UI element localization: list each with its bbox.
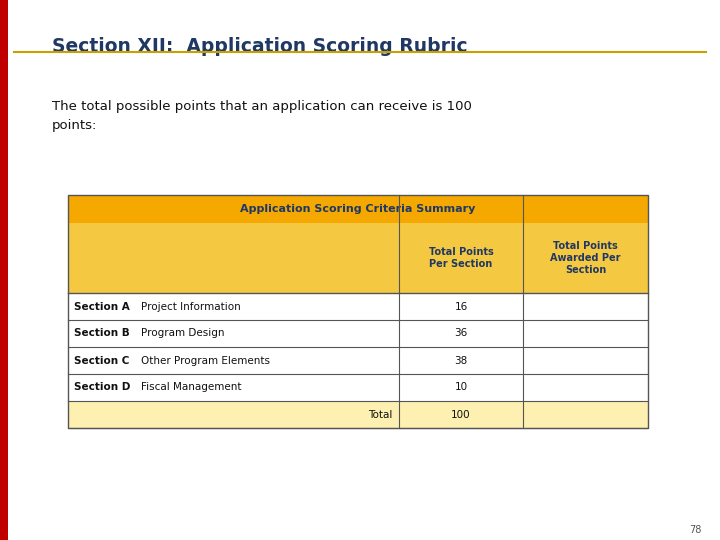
Bar [0,0,8,540]
Bar [68,195,648,223]
Text: 16: 16 [454,301,467,312]
Text: Other Program Elements: Other Program Elements [140,355,270,366]
Bar [68,401,648,428]
Text: Project Information: Project Information [140,301,240,312]
Bar [68,374,648,401]
Text: Total Points
Per Section: Total Points Per Section [428,247,493,269]
Text: 10: 10 [454,382,467,393]
Bar [68,293,648,320]
Text: 38: 38 [454,355,467,366]
Text: Application Scoring Criteria Summary: Application Scoring Criteria Summary [240,204,476,214]
Bar [68,347,648,374]
Text: Total Points
Awarded Per
Section: Total Points Awarded Per Section [550,241,621,275]
Text: Section A: Section A [74,301,130,312]
Text: Total: Total [368,409,392,420]
Text: 100: 100 [451,409,471,420]
Text: Fiscal Management: Fiscal Management [140,382,241,393]
Text: Section C: Section C [74,355,130,366]
Text: Program Design: Program Design [140,328,224,339]
Text: Section XII:  Application Scoring Rubric: Section XII: Application Scoring Rubric [52,37,467,56]
Text: Section D: Section D [74,382,130,393]
Bar [68,223,648,293]
Text: Section B: Section B [74,328,130,339]
Bar [68,320,648,347]
Text: 36: 36 [454,328,467,339]
Bar [68,195,648,428]
Text: 78: 78 [690,525,702,535]
Text: The total possible points that an application can receive is 100
points:: The total possible points that an applic… [52,100,472,132]
